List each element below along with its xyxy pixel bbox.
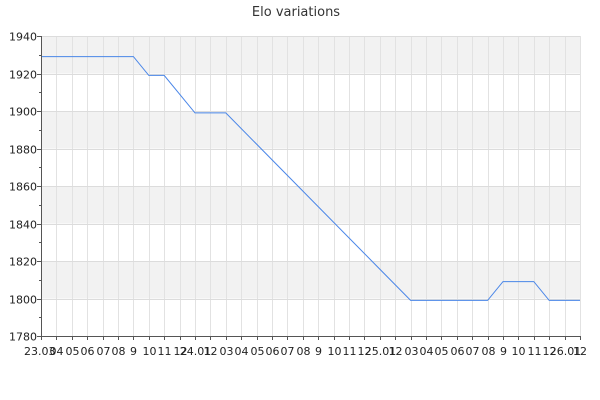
y-tick-label: 1940 <box>9 31 37 44</box>
x-tick-label: 9 <box>500 345 507 358</box>
y-tick-label: 1780 <box>9 331 37 344</box>
x-tick-label: 08 <box>112 345 126 358</box>
series-layer <box>41 56 580 301</box>
plot-band <box>41 261 580 299</box>
x-tick-label: 07 <box>466 345 480 358</box>
chart-title: Elo variations <box>252 5 340 20</box>
y-tick-label: 1840 <box>9 219 37 232</box>
x-tick-label: 9 <box>315 345 322 358</box>
axes <box>41 36 580 337</box>
plot-band <box>41 36 580 74</box>
x-tick-label: 04 <box>420 345 434 358</box>
x-tick-label: 08 <box>482 345 496 358</box>
x-tick-label: 12 <box>204 345 218 358</box>
x-tick-label: 05 <box>251 345 265 358</box>
x-tick-label: 11 <box>158 345 172 358</box>
x-tick-label: 07 <box>97 345 111 358</box>
x-tick-label: 08 <box>297 345 311 358</box>
x-tick-label: 05 <box>66 345 80 358</box>
x-tick-label: 07 <box>281 345 295 358</box>
y-tick-label: 1900 <box>9 106 37 119</box>
x-tick-label: 24.01 <box>180 345 212 358</box>
x-tick-label: 25.01 <box>365 345 397 358</box>
x-tick-label: 12 <box>358 345 372 358</box>
x-tick-label: 10 <box>512 345 526 358</box>
x-tick-label: 26.01 <box>550 345 582 358</box>
plot-bands <box>41 36 580 299</box>
y-tick-label: 1800 <box>9 294 37 307</box>
x-tick-label: 10 <box>328 345 342 358</box>
x-tick-label: 05 <box>435 345 449 358</box>
plot-band <box>41 186 580 224</box>
x-tick-label: 10 <box>143 345 157 358</box>
x-tick-label: 06 <box>266 345 280 358</box>
y-tick-label: 1880 <box>9 144 37 157</box>
x-tick-label: 12 <box>573 345 587 358</box>
x-tick-label: 9 <box>130 345 137 358</box>
x-tick-label: 11 <box>343 345 357 358</box>
y-tick-label: 1920 <box>9 69 37 82</box>
x-tick-label: 06 <box>81 345 95 358</box>
x-tick-label: 04 <box>235 345 249 358</box>
plot-band <box>41 111 580 149</box>
y-axis-ticks: 1780 1800 1820 1840 1860 1880 1900 1920 1940 <box>9 31 41 344</box>
x-tick-label: 12 <box>389 345 403 358</box>
x-tick-label: 03 <box>220 345 234 358</box>
x-tick-label: 11 <box>528 345 542 358</box>
x-tick-label: 23.03 <box>24 345 56 358</box>
x-tick-label: 04 <box>50 345 64 358</box>
elo-series-line <box>41 56 580 301</box>
x-tick-label: 06 <box>451 345 465 358</box>
x-tick-label: 12 <box>174 345 188 358</box>
y-tick-label: 1860 <box>9 181 37 194</box>
x-tick-label: 03 <box>405 345 419 358</box>
y-tick-label: 1820 <box>9 256 37 269</box>
x-tick-label: 12 <box>543 345 557 358</box>
